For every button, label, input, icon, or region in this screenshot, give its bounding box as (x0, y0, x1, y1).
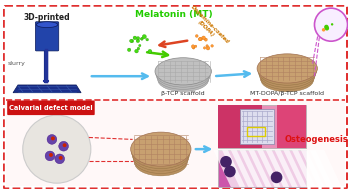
Polygon shape (222, 150, 254, 187)
Circle shape (47, 135, 57, 144)
Circle shape (59, 156, 63, 160)
Circle shape (135, 49, 138, 53)
Circle shape (191, 45, 195, 48)
Polygon shape (240, 150, 272, 187)
Polygon shape (249, 150, 280, 187)
Circle shape (55, 154, 64, 164)
Polygon shape (266, 150, 298, 187)
Circle shape (198, 38, 201, 41)
Circle shape (127, 48, 131, 52)
Text: 3D-printed: 3D-printed (24, 13, 70, 22)
Polygon shape (257, 150, 289, 187)
Circle shape (59, 141, 68, 151)
Polygon shape (301, 150, 333, 187)
Circle shape (130, 39, 132, 42)
Circle shape (202, 36, 205, 40)
Bar (240, 109, 274, 144)
Bar (218, 105, 306, 148)
Circle shape (141, 37, 143, 40)
Circle shape (146, 38, 149, 41)
Polygon shape (283, 150, 315, 187)
Polygon shape (310, 150, 342, 187)
Ellipse shape (133, 145, 188, 174)
Bar (6, 100, 344, 186)
Ellipse shape (157, 65, 210, 89)
Circle shape (51, 136, 55, 140)
Bar (276, 105, 306, 148)
Ellipse shape (158, 69, 209, 91)
Ellipse shape (133, 141, 189, 171)
Ellipse shape (259, 61, 315, 87)
Circle shape (45, 151, 55, 161)
Text: Calvarial defect model: Calvarial defect model (9, 105, 93, 111)
FancyBboxPatch shape (7, 101, 95, 115)
Ellipse shape (258, 57, 316, 85)
Circle shape (324, 25, 329, 29)
Circle shape (195, 35, 198, 37)
Ellipse shape (155, 58, 211, 85)
Text: Osteogenesis: Osteogenesis (285, 135, 348, 144)
Circle shape (211, 45, 213, 47)
Polygon shape (292, 150, 324, 187)
Circle shape (130, 39, 134, 43)
Ellipse shape (260, 65, 314, 90)
Circle shape (138, 44, 141, 47)
Circle shape (194, 45, 197, 47)
Polygon shape (213, 150, 245, 187)
Circle shape (314, 8, 348, 41)
Text: Melatonin (MT): Melatonin (MT) (135, 10, 212, 19)
Circle shape (204, 38, 207, 41)
Text: MT-DOPA/β-TCP scaffold: MT-DOPA/β-TCP scaffold (250, 91, 324, 96)
Circle shape (49, 153, 53, 157)
Ellipse shape (36, 22, 58, 28)
Circle shape (271, 171, 282, 183)
Bar (218, 150, 306, 187)
Circle shape (136, 37, 140, 40)
Circle shape (148, 49, 152, 53)
FancyBboxPatch shape (35, 22, 59, 51)
Circle shape (331, 23, 333, 26)
Ellipse shape (257, 54, 318, 83)
Circle shape (137, 47, 140, 50)
Circle shape (224, 166, 236, 177)
Ellipse shape (131, 132, 191, 166)
Circle shape (206, 46, 210, 50)
Text: Dopamine-coated
(DOPA): Dopamine-coated (DOPA) (185, 5, 230, 49)
Circle shape (136, 39, 139, 43)
Ellipse shape (135, 150, 187, 176)
Polygon shape (231, 150, 263, 187)
FancyBboxPatch shape (4, 6, 347, 188)
Circle shape (192, 46, 195, 49)
Circle shape (322, 28, 325, 32)
Circle shape (199, 37, 202, 41)
Circle shape (220, 156, 232, 168)
Circle shape (133, 36, 137, 40)
Circle shape (142, 35, 147, 39)
Circle shape (203, 47, 206, 49)
Bar (218, 105, 262, 148)
Circle shape (63, 143, 67, 147)
Bar (247, 127, 265, 136)
Circle shape (206, 45, 208, 47)
Ellipse shape (156, 61, 210, 87)
Ellipse shape (132, 136, 190, 169)
Circle shape (141, 38, 143, 40)
Circle shape (325, 26, 329, 30)
Polygon shape (13, 85, 81, 93)
Ellipse shape (261, 68, 314, 92)
Circle shape (23, 115, 91, 183)
Text: slurry: slurry (8, 61, 26, 66)
Text: β-TCP scaffold: β-TCP scaffold (161, 91, 205, 96)
Polygon shape (275, 150, 307, 187)
